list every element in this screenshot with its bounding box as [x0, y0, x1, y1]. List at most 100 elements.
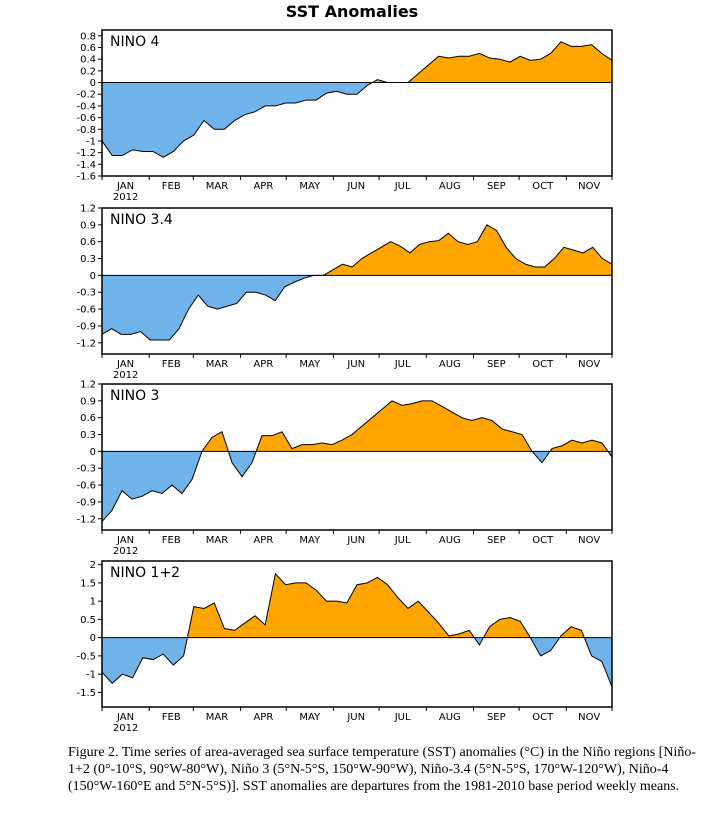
x-year-label: 2012 — [113, 192, 138, 203]
y-tick-label: -0.6 — [76, 481, 96, 492]
x-tick-label: JAN — [116, 359, 134, 370]
x-year-label: 2012 — [113, 370, 138, 381]
x-tick-label: FEB — [162, 712, 181, 723]
y-tick-label: -0.3 — [76, 464, 96, 475]
x-tick-label: FEB — [162, 181, 181, 192]
y-tick-label: 0 — [90, 271, 96, 282]
x-tick-label: SEP — [487, 181, 506, 192]
y-tick-label: 0.6 — [80, 237, 96, 248]
y-tick-label: 0.2 — [80, 66, 96, 77]
x-tick-label: APR — [253, 535, 273, 546]
x-tick-label: SEP — [487, 359, 506, 370]
negative-anomaly-area — [102, 637, 612, 687]
y-tick-label: -1.2 — [76, 514, 96, 525]
x-tick-label: SEP — [487, 535, 506, 546]
plot-frame — [101, 560, 613, 708]
panel-label: NINO 3.4 — [110, 212, 173, 228]
x-tick-label: MAY — [299, 181, 321, 192]
x-tick-label: MAY — [299, 712, 321, 723]
positive-anomaly-area — [313, 224, 612, 276]
chart-title: SST Anomalies — [285, 2, 419, 21]
x-tick-label: JAN — [116, 535, 134, 546]
x-tick-label: NOV — [578, 535, 600, 546]
y-tick-label: 0.3 — [80, 254, 96, 265]
y-tick-label: 1.5 — [80, 578, 96, 589]
x-tick-label: OCT — [532, 181, 554, 192]
x-tick-label: JUN — [346, 181, 365, 192]
series-line — [102, 41, 612, 158]
y-tick-label: 0 — [90, 447, 96, 458]
x-tick-label: JUN — [346, 359, 365, 370]
negative-anomaly-area — [102, 82, 373, 158]
y-tick-label: -1.2 — [76, 148, 96, 159]
chart-panel-0: 0.80.60.40.20-0.2-0.4-0.6-0.8-1-1.2-1.4-… — [76, 29, 613, 203]
x-tick-label: SEP — [487, 712, 506, 723]
x-tick-label: FEB — [162, 359, 181, 370]
x-tick-label: OCT — [532, 359, 554, 370]
y-tick-label: -0.8 — [76, 125, 96, 136]
y-tick-label: 2 — [90, 560, 96, 571]
y-tick-label: -1 — [86, 136, 96, 147]
y-tick-label: 1.2 — [80, 380, 96, 391]
x-tick-label: MAR — [206, 359, 228, 370]
y-tick-label: -1.5 — [76, 688, 96, 699]
y-tick-label: 0.6 — [80, 413, 96, 424]
chart-panel-3: 2 1.5 1 0.5 0 -0.5 -1 -1.5 JAN FEB MAR APR MAY JUN JUL… — [76, 560, 613, 734]
panel-label: NINO 4 — [110, 34, 160, 50]
y-tick-label: 1 — [90, 597, 96, 608]
y-tick-label: -0.3 — [76, 288, 96, 299]
x-tick-label: AUG — [439, 712, 461, 723]
plot-frame — [101, 29, 613, 177]
x-tick-label: AUG — [439, 359, 461, 370]
y-tick-label: 0 — [90, 633, 96, 644]
positive-anomaly-area — [372, 41, 612, 83]
positive-anomaly-area — [202, 400, 608, 452]
y-tick-label: 0 — [90, 78, 96, 89]
x-tick-label: OCT — [532, 535, 554, 546]
x-tick-label: FEB — [162, 535, 181, 546]
plot-frame — [101, 383, 613, 531]
y-tick-label: -1 — [86, 670, 96, 681]
x-tick-label: AUG — [439, 535, 461, 546]
chart-panel-2: 1.2 0.9 0.6 0.3 0 -0.3 -0.6 -0.9 -1.2 JAN FEB MAR AP… — [76, 380, 613, 557]
x-tick-label: NOV — [578, 712, 600, 723]
y-tick-label: 0.5 — [80, 615, 96, 626]
y-tick-label: 0.9 — [80, 220, 96, 231]
x-tick-label: JAN — [116, 712, 134, 723]
y-tick-label: 0.3 — [80, 430, 96, 441]
negative-anomaly-area — [102, 275, 314, 340]
y-tick-label: -0.9 — [76, 321, 96, 332]
y-tick-label: 0.9 — [80, 396, 96, 407]
series-line — [102, 572, 612, 688]
x-tick-label: NOV — [578, 359, 600, 370]
x-tick-label: MAR — [206, 712, 228, 723]
x-tick-label: JUL — [394, 181, 411, 192]
chart-panel-1: 1.2 0.9 0.6 0.3 0 -0.3 -0.6 -0.9 -1.2 JAN FEB MAR AP… — [76, 204, 613, 381]
y-tick-label: -0.5 — [76, 651, 96, 662]
x-tick-label: JUL — [394, 712, 411, 723]
x-tick-label: APR — [253, 359, 273, 370]
series-line — [102, 224, 612, 341]
y-tick-label: -1.6 — [76, 172, 96, 183]
y-tick-label: -1.2 — [76, 338, 96, 349]
x-tick-label: MAR — [206, 181, 228, 192]
panel-label: NINO 3 — [110, 388, 159, 404]
y-tick-label: 1.2 — [80, 204, 96, 215]
x-tick-label: MAR — [206, 535, 228, 546]
x-tick-label: MAY — [299, 359, 321, 370]
y-tick-label: -1.4 — [76, 160, 96, 171]
positive-anomaly-area — [187, 573, 585, 638]
sst-anomaly-charts: 0.80.60.40.20-0.2-0.4-0.6-0.8-1-1.2-1.4-… — [76, 29, 613, 734]
panel-label: NINO 1+2 — [110, 565, 180, 581]
y-tick-label: -0.6 — [76, 113, 96, 124]
y-tick-label: 0.8 — [80, 31, 96, 42]
x-tick-label: APR — [253, 712, 273, 723]
x-tick-label: JAN — [116, 181, 134, 192]
x-tick-label: JUL — [394, 359, 411, 370]
y-tick-label: -0.2 — [76, 90, 96, 101]
y-tick-label: 0.6 — [80, 43, 96, 54]
x-tick-label: JUN — [346, 712, 365, 723]
x-year-label: 2012 — [113, 546, 138, 557]
x-tick-label: APR — [253, 181, 273, 192]
x-tick-label: JUN — [346, 535, 365, 546]
